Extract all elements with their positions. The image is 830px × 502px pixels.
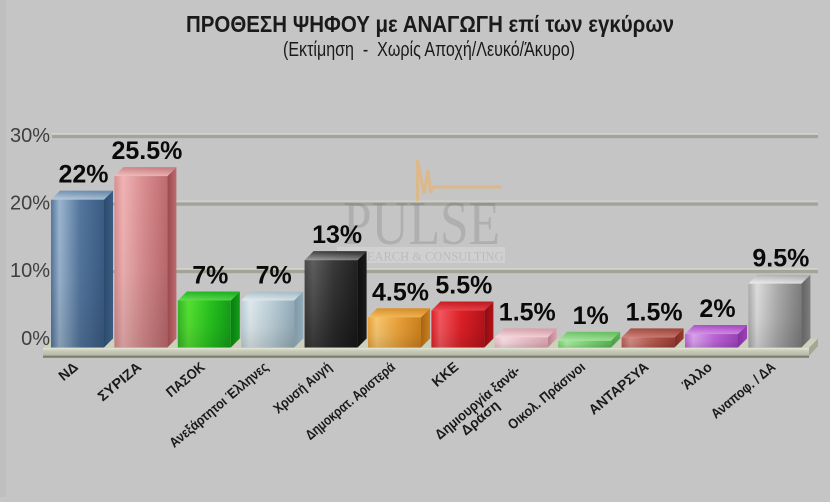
svg-text:30%: 30%: [10, 125, 50, 147]
svg-text:7%: 7%: [192, 261, 228, 289]
svg-text:13%: 13%: [312, 221, 362, 249]
svg-text:5.5%: 5.5%: [435, 272, 492, 300]
svg-text:22%: 22%: [58, 161, 108, 189]
svg-text:25.5%: 25.5%: [111, 137, 182, 165]
svg-text:9.5%: 9.5%: [752, 245, 809, 273]
svg-text:(Εκτίμηση - Χωρίς Αποχή/Λευκ: (Εκτίμηση - Χωρίς Αποχή/Λευκό/Άκυρο): [283, 38, 575, 61]
svg-text:1.5%: 1.5%: [499, 298, 556, 326]
svg-text:0%: 0%: [21, 328, 50, 350]
svg-text:2%: 2%: [699, 295, 735, 323]
svg-text:1.5%: 1.5%: [626, 298, 683, 326]
svg-text:20%: 20%: [10, 193, 50, 215]
svg-text:10%: 10%: [10, 260, 50, 282]
svg-text:7%: 7%: [256, 261, 292, 289]
svg-text:RESEARCH & CONSULTING: RESEARCH & CONSULTING: [344, 249, 504, 264]
svg-text:4.5%: 4.5%: [372, 278, 429, 306]
svg-text:1%: 1%: [573, 302, 609, 330]
svg-text:ΠΡΟΘΕΣΗ ΨΗΦΟΥ με ΑΝΑΓΩΓΗ επί τ: ΠΡΟΘΕΣΗ ΨΗΦΟΥ με ΑΝΑΓΩΓΗ επί των εγκύρων: [186, 11, 674, 37]
svg-text:PULSE: PULSE: [343, 190, 500, 258]
